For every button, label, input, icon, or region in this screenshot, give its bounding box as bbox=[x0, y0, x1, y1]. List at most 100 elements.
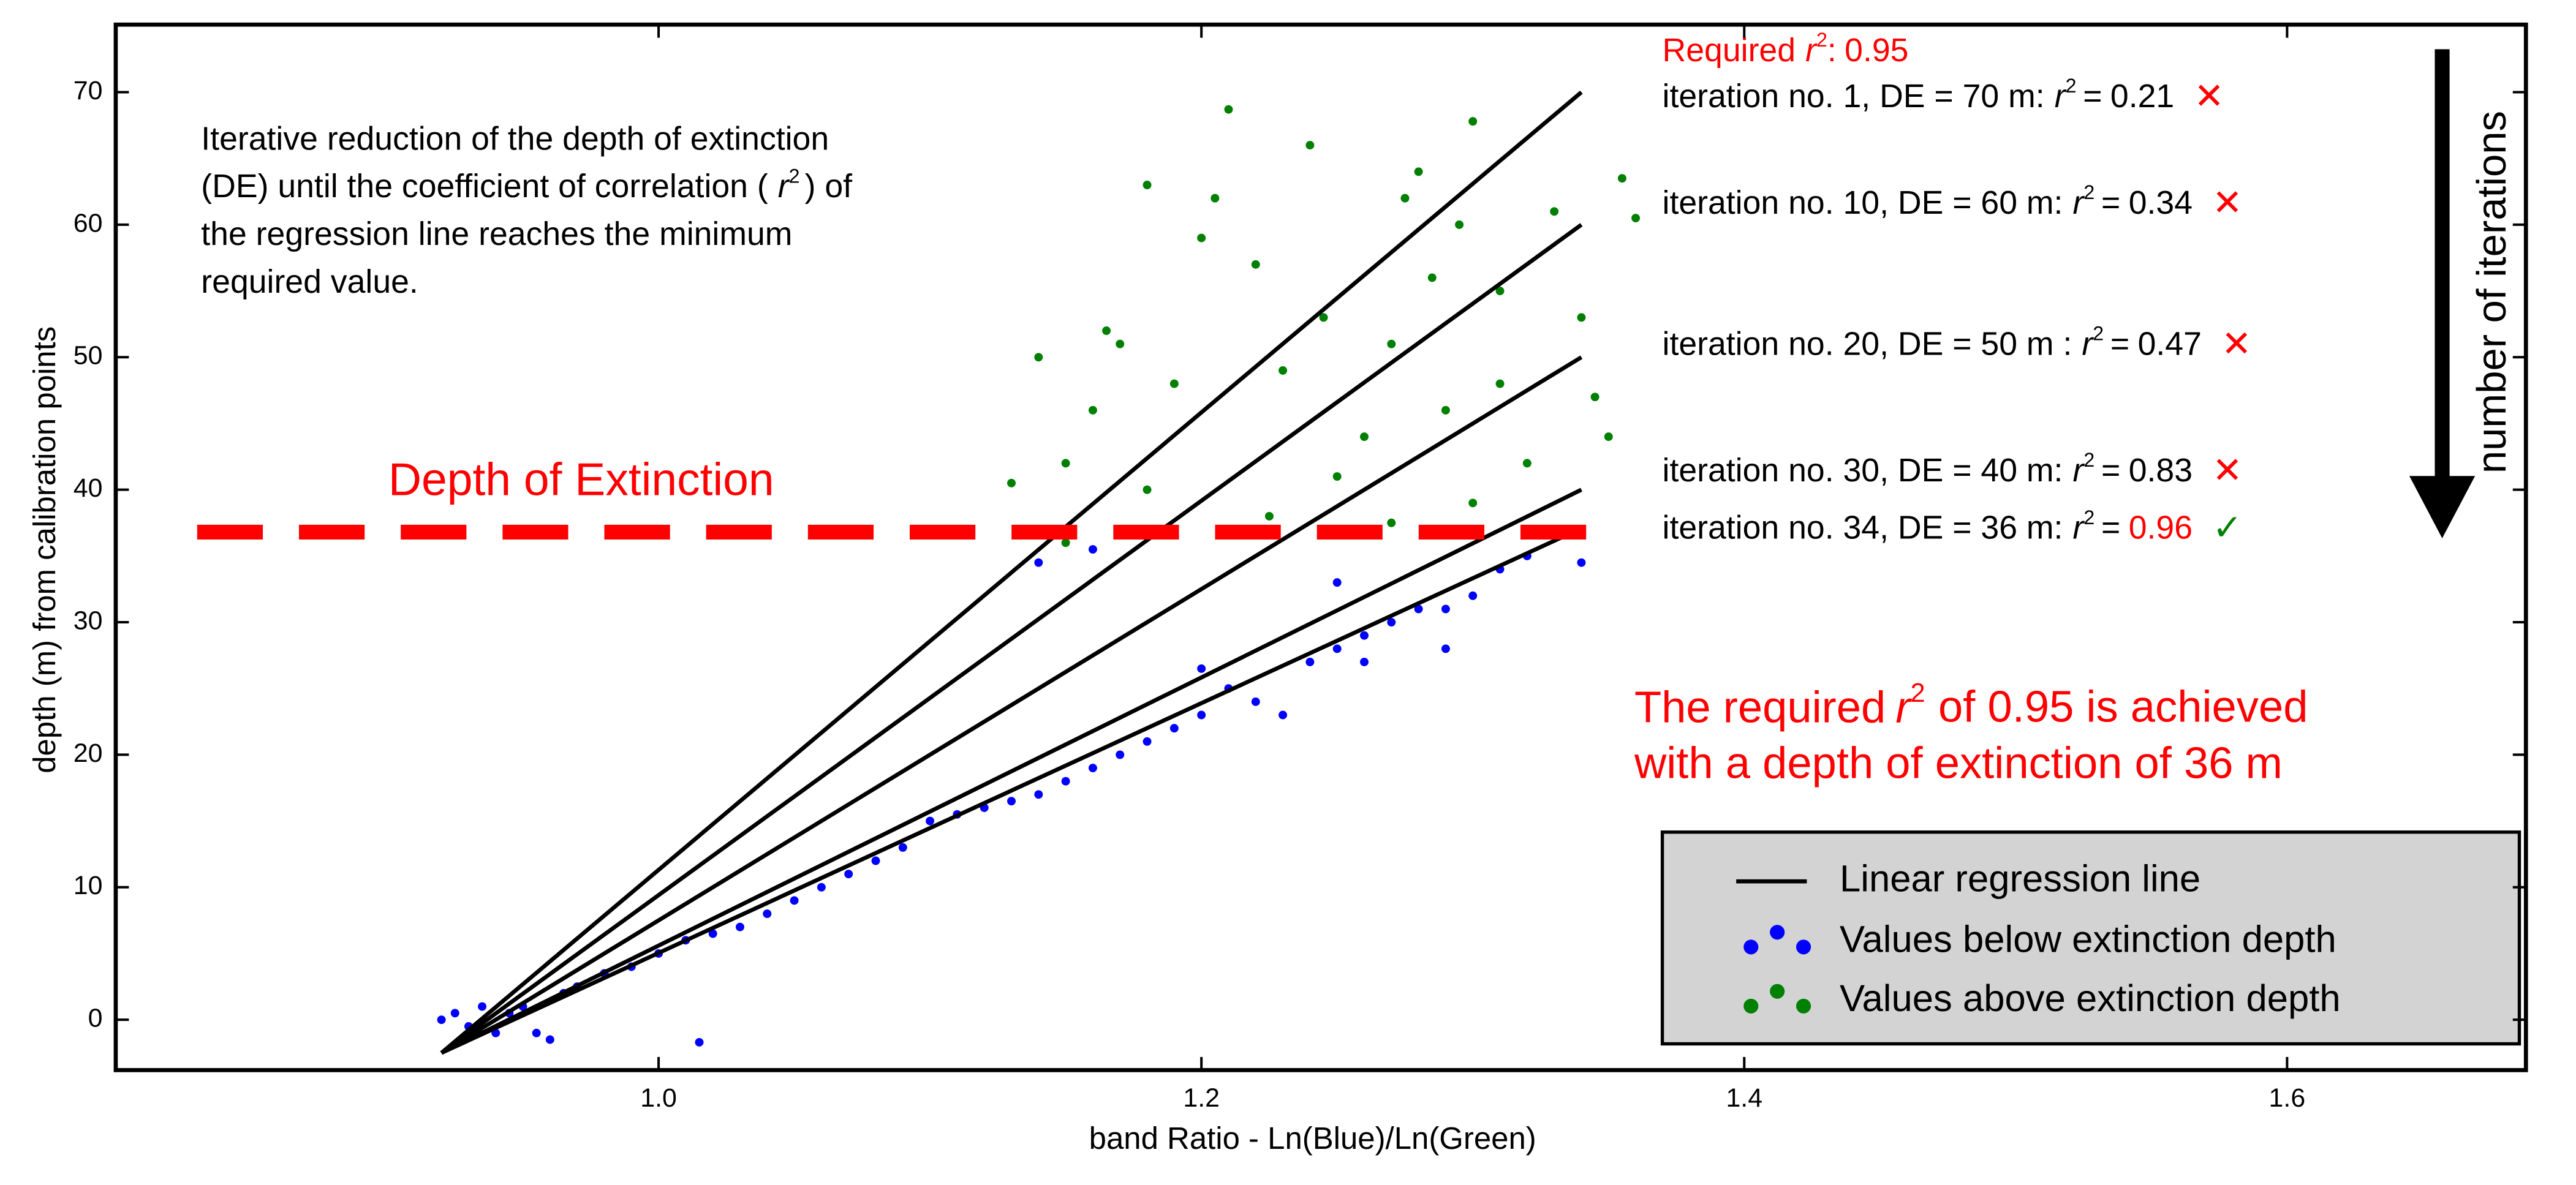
regression-line bbox=[440, 487, 1582, 1055]
extinction-label: Depth of Extinction bbox=[388, 453, 774, 505]
legend-marker bbox=[1770, 984, 1785, 999]
regression-line bbox=[440, 90, 1583, 1055]
iteration-label: iteration no. 1, DE = 70 m: bbox=[1663, 78, 2045, 115]
regression-line bbox=[440, 223, 1583, 1055]
point bbox=[695, 1037, 704, 1047]
status: ✕ bbox=[2212, 450, 2242, 490]
point bbox=[1007, 478, 1016, 487]
point bbox=[545, 1035, 554, 1044]
r2-value: 0.83 bbox=[2129, 452, 2193, 489]
point bbox=[926, 816, 935, 826]
status: ✕ bbox=[2221, 324, 2251, 364]
conclusion-part: The required bbox=[1634, 683, 1886, 732]
description: the regression line reaches the minimum bbox=[201, 216, 792, 252]
point bbox=[1577, 313, 1586, 322]
point bbox=[1468, 498, 1478, 508]
point bbox=[1034, 353, 1043, 362]
r-symbol: r bbox=[1895, 683, 1912, 732]
point bbox=[1414, 167, 1423, 176]
r-exponent: 2 bbox=[1910, 679, 1925, 709]
iteration: iteration no. 34, DE = 36 m: r2 = 0.96 ✓ bbox=[1663, 506, 2243, 547]
annotations: Depth of Extinction Iterative reduction o… bbox=[197, 29, 2341, 1020]
x-axis-label: band Ratio - Ln(Blue)/Ln(Green) bbox=[1089, 1121, 1536, 1156]
point bbox=[1088, 764, 1097, 773]
point bbox=[1102, 326, 1111, 335]
marks bbox=[437, 90, 1641, 1055]
point bbox=[1522, 459, 1532, 468]
y-tick-label: 20 bbox=[74, 739, 103, 768]
point bbox=[1116, 339, 1125, 348]
x-tick-label: 1.6 bbox=[2269, 1083, 2306, 1113]
point bbox=[1387, 339, 1396, 348]
legend-marker bbox=[1743, 998, 1759, 1014]
r-exponent: 2 bbox=[2083, 181, 2094, 203]
arrow-label: number of iterations bbox=[2469, 111, 2515, 473]
equals: = bbox=[2101, 510, 2120, 546]
r2-value: 0.96 bbox=[2129, 510, 2193, 546]
point bbox=[1400, 194, 1410, 203]
point bbox=[1319, 313, 1328, 322]
equals: = bbox=[2083, 78, 2102, 115]
legend-marker bbox=[1796, 998, 1811, 1014]
point bbox=[790, 896, 799, 905]
point bbox=[1088, 545, 1097, 554]
y-tick-label: 10 bbox=[74, 871, 103, 900]
status: ✕ bbox=[2194, 76, 2224, 116]
point bbox=[1197, 710, 1206, 720]
r-symbol: r bbox=[2055, 78, 2067, 115]
point bbox=[1169, 724, 1179, 733]
r2-value: 0.21 bbox=[2110, 78, 2174, 115]
point bbox=[817, 882, 826, 892]
point bbox=[1550, 207, 1559, 216]
iteration: iteration no. 20, DE = 50 m : r2 = 0.47 ✕ bbox=[1663, 322, 2252, 364]
y-tick-label: 30 bbox=[74, 606, 103, 635]
point bbox=[708, 929, 717, 938]
point bbox=[1360, 657, 1369, 666]
r-exponent: 2 bbox=[2083, 449, 2094, 471]
y-tick-label: 40 bbox=[74, 473, 103, 503]
point bbox=[1360, 432, 1369, 442]
point bbox=[1224, 105, 1233, 114]
point bbox=[1088, 405, 1097, 415]
point bbox=[1034, 790, 1043, 799]
point bbox=[437, 1015, 446, 1025]
r-symbol: r bbox=[2073, 452, 2085, 489]
point bbox=[1495, 379, 1505, 388]
point bbox=[1197, 233, 1206, 243]
equals: = bbox=[2110, 326, 2129, 363]
point bbox=[1441, 604, 1450, 614]
point bbox=[1631, 214, 1641, 223]
point bbox=[1604, 432, 1613, 442]
legend-marker bbox=[1743, 939, 1759, 955]
status: ✓ bbox=[2212, 508, 2242, 547]
legend-marker bbox=[1796, 939, 1811, 955]
r2-value: 0.47 bbox=[2138, 326, 2202, 363]
point bbox=[1279, 710, 1288, 720]
point bbox=[1455, 220, 1464, 229]
iteration-label: iteration no. 30, DE = 40 m: bbox=[1663, 452, 2063, 489]
point bbox=[1414, 604, 1423, 614]
point bbox=[1468, 591, 1478, 600]
point bbox=[735, 922, 744, 931]
legend-label: Values below extinction depth bbox=[1840, 919, 2336, 961]
point bbox=[1143, 181, 1152, 189]
point bbox=[1441, 644, 1450, 653]
legend-label: Linear regression line bbox=[1840, 857, 2200, 900]
r-symbol: r bbox=[1805, 32, 1818, 69]
conclusion: with a depth of extinction of 36 m bbox=[1634, 739, 2283, 788]
conclusion: The required r2 of 0.95 is achieved bbox=[1634, 679, 2308, 732]
x-tick-label: 1.4 bbox=[1726, 1083, 1762, 1113]
r-exponent: 2 bbox=[1816, 29, 1827, 51]
r2-value: 0.34 bbox=[2129, 184, 2193, 221]
point bbox=[1116, 750, 1125, 759]
colon: : bbox=[1827, 32, 1837, 69]
point bbox=[1197, 664, 1206, 673]
point bbox=[1305, 657, 1315, 666]
r-exponent: 2 bbox=[2093, 322, 2104, 344]
point bbox=[1034, 558, 1043, 567]
iteration-label: iteration no. 20, DE = 50 m : bbox=[1663, 326, 2072, 363]
point bbox=[1617, 174, 1626, 183]
point bbox=[1211, 194, 1220, 203]
point bbox=[1387, 518, 1396, 527]
arrow-head bbox=[2409, 476, 2476, 539]
